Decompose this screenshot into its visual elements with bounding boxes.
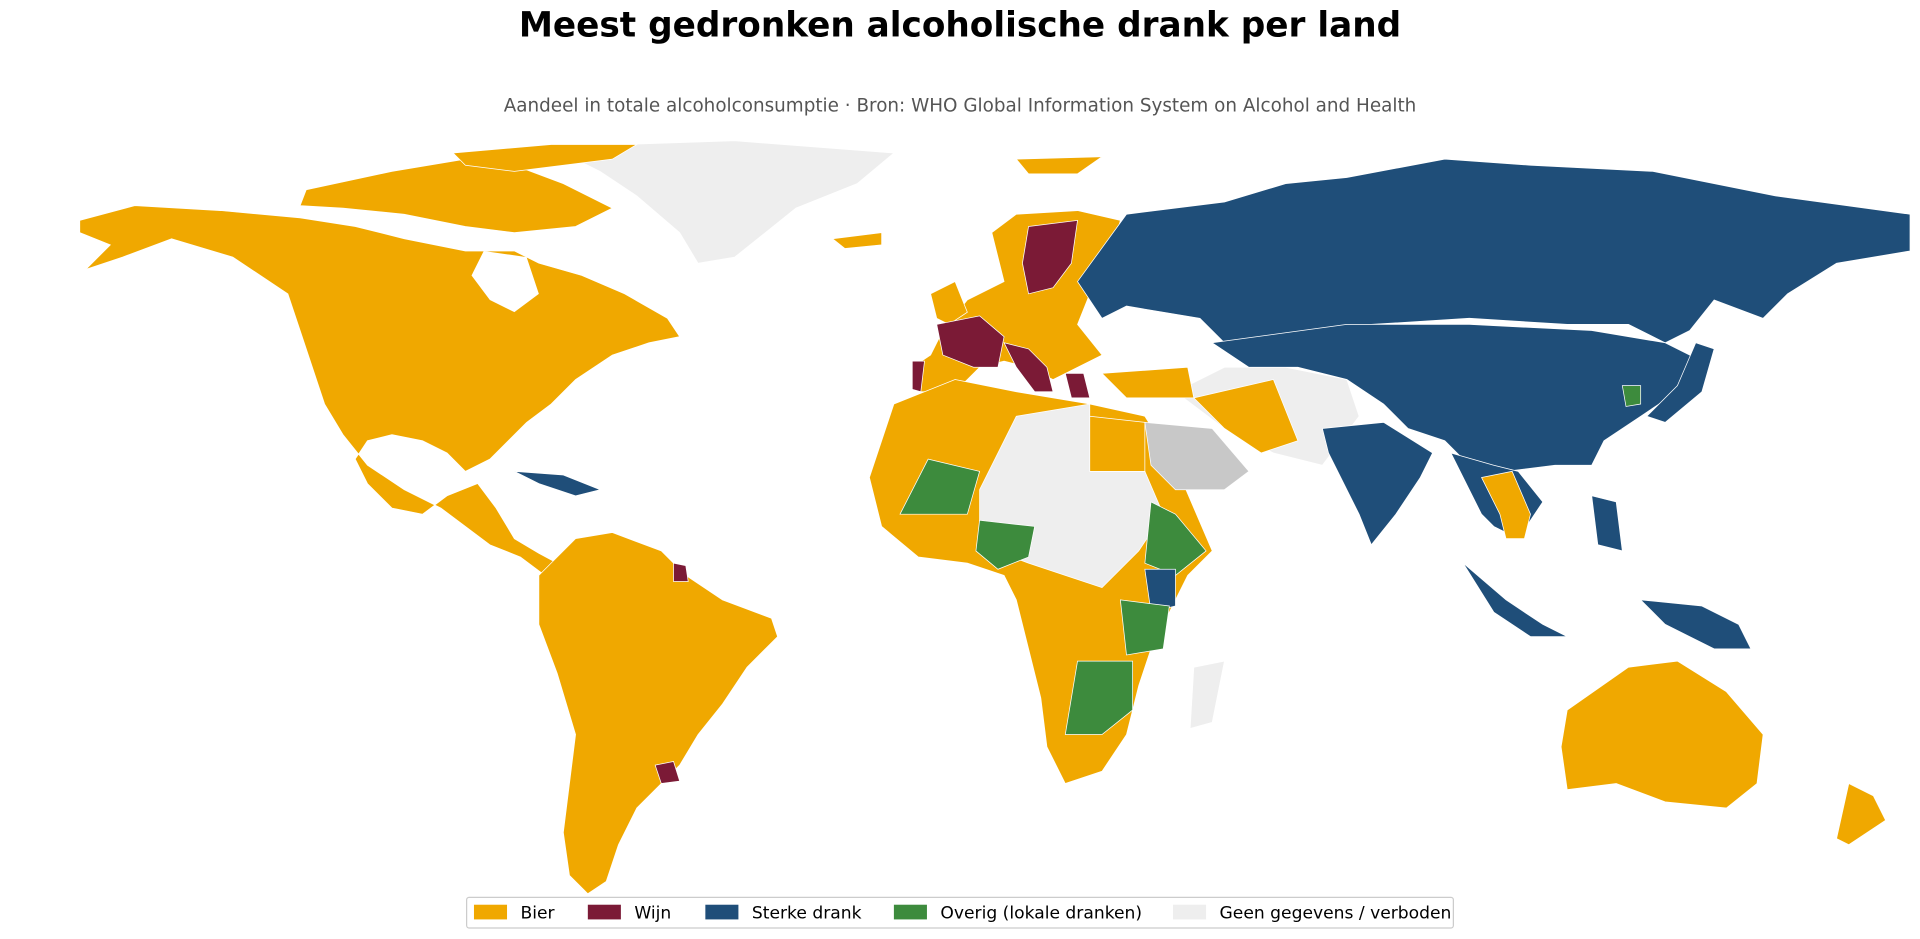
region: [930, 281, 968, 325]
region: [936, 315, 1005, 368]
legend-swatch: [1173, 904, 1207, 920]
region: [1560, 660, 1764, 809]
legend-swatch: [587, 904, 621, 920]
hudson-bay: [471, 250, 539, 313]
region: [1639, 599, 1752, 650]
region: [1321, 421, 1434, 546]
legend-label: Wijn: [634, 903, 671, 923]
region: [1022, 219, 1078, 295]
region: [1144, 568, 1176, 613]
legend-swatch: [893, 904, 927, 920]
legend-label: Geen gegevens / verboden: [1220, 903, 1452, 923]
region: [1144, 501, 1207, 576]
map-title: Meest gedronken alcoholische drank per l…: [519, 6, 1401, 46]
region: [1836, 782, 1887, 846]
region: [1144, 421, 1250, 491]
region: [654, 761, 681, 784]
region: [1193, 379, 1299, 454]
region: [1591, 495, 1623, 552]
region: [1064, 660, 1133, 735]
region: [911, 360, 925, 393]
region: [1462, 562, 1568, 637]
region: [79, 205, 681, 576]
region: [975, 519, 1036, 570]
regions: [79, 140, 1911, 895]
region: [673, 562, 689, 582]
region: [1077, 158, 1911, 344]
region: [538, 532, 779, 895]
legend-label: Bier: [520, 903, 555, 923]
region: [1621, 385, 1642, 407]
legend-label: Sterke drank: [752, 903, 862, 923]
map-subtitle: Aandeel in totale alcoholconsumptie · Br…: [504, 95, 1417, 116]
region: [1189, 660, 1225, 729]
region: [1101, 366, 1195, 399]
region: [1064, 373, 1091, 399]
region: [452, 144, 639, 172]
region: [1015, 156, 1104, 175]
region: [514, 470, 602, 497]
legend-label: Overig (lokale dranken): [940, 903, 1142, 923]
region: [1089, 415, 1146, 472]
region: [1211, 324, 1703, 472]
region: [1646, 342, 1715, 423]
region: [899, 458, 981, 515]
legend-swatch: [473, 904, 508, 920]
region: [299, 158, 614, 233]
region: [1480, 470, 1531, 540]
region: [550, 140, 895, 264]
region: [1119, 599, 1170, 656]
region: [1003, 342, 1054, 393]
region: [831, 232, 883, 249]
legend: Bier Wijn Sterke drank Overig (lokale drank…: [466, 896, 1454, 929]
legend-swatch: [705, 904, 739, 920]
